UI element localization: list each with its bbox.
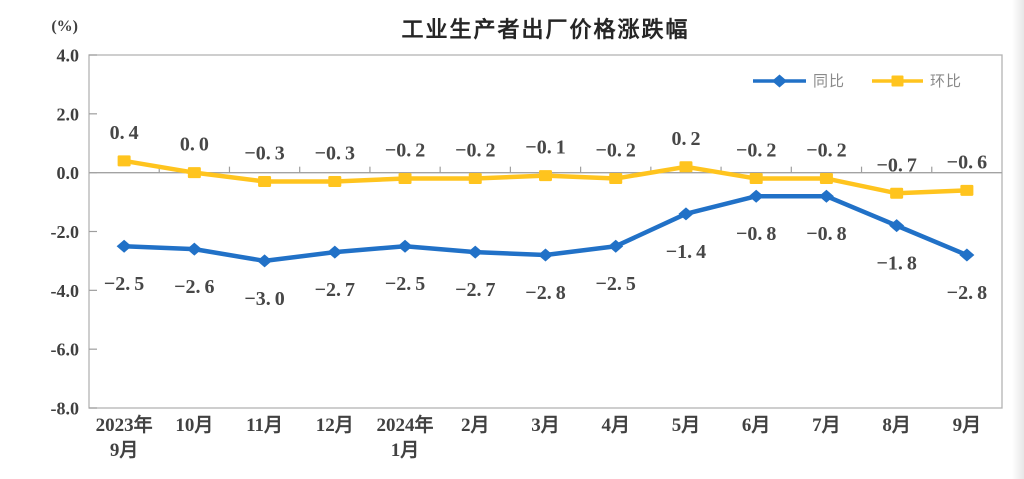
diamond-marker — [818, 189, 834, 203]
y-tick-label: -6.0 — [51, 340, 80, 360]
data-label: −0. 2 — [455, 140, 495, 162]
square-marker — [539, 170, 552, 182]
diamond-marker — [748, 189, 764, 203]
data-label: −2. 7 — [315, 279, 355, 301]
data-label: −2. 7 — [455, 279, 495, 301]
x-axis-label: 6月 — [742, 415, 771, 436]
x-axis-label: 4月 — [601, 415, 630, 436]
legend-label-mom: 环比 — [930, 73, 963, 90]
x-axis-label: 7月 — [812, 415, 841, 436]
diamond-marker — [257, 254, 273, 268]
x-axis-label: 2月 — [461, 415, 490, 436]
x-axis-label: 2024年 1月 — [377, 413, 434, 461]
square-marker — [398, 173, 412, 185]
square-marker — [819, 173, 833, 185]
data-label: −2. 5 — [385, 273, 425, 295]
data-label: −2. 5 — [596, 273, 636, 295]
square-marker — [609, 173, 623, 185]
square-marker — [749, 173, 763, 185]
diamond-marker — [467, 245, 483, 259]
square-marker — [117, 155, 131, 167]
diamond-marker — [608, 239, 624, 253]
data-label: −0. 6 — [947, 151, 987, 173]
x-axis-label: 9月 — [953, 415, 982, 436]
data-label: −2. 8 — [525, 282, 565, 304]
x-axis-label: 5月 — [672, 415, 701, 436]
y-tick-label: 2.0 — [57, 104, 80, 124]
square-marker — [679, 161, 693, 173]
y-tick-label: -8.0 — [51, 399, 80, 419]
x-axis-label: 10月 — [175, 415, 213, 436]
diamond-marker — [678, 207, 694, 221]
square-marker — [960, 184, 974, 196]
data-label: −0. 2 — [385, 140, 425, 162]
x-axis-label: 12月 — [316, 415, 354, 436]
square-marker — [328, 175, 342, 187]
diamond-marker — [959, 248, 975, 262]
plot-border — [88, 54, 1003, 409]
diamond-marker — [327, 245, 343, 259]
legend: 同比 环比 — [752, 70, 962, 91]
y-tick-label: -4.0 — [51, 281, 80, 301]
square-marker — [258, 175, 272, 187]
data-label: −0. 1 — [525, 137, 565, 159]
diamond-marker — [397, 239, 413, 253]
x-axis-label: 8月 — [882, 415, 911, 436]
y-tick-label: 4.0 — [57, 46, 80, 66]
x-axis-label: 11月 — [246, 415, 283, 436]
data-label: −2. 5 — [104, 273, 144, 295]
data-label: −1. 8 — [876, 253, 916, 275]
legend-label-yoy: 同比 — [813, 73, 846, 90]
data-label: 0. 2 — [671, 128, 700, 150]
square-marker — [187, 167, 201, 179]
data-label: −0. 2 — [596, 140, 636, 162]
data-label: −1. 4 — [666, 241, 706, 263]
data-label: −0. 2 — [806, 140, 846, 162]
data-label: −2. 6 — [174, 276, 214, 298]
legend-item-yoy: 同比 — [752, 70, 845, 91]
data-label: 0. 4 — [110, 122, 139, 144]
data-label: −3. 0 — [244, 288, 284, 310]
x-axis-label: 3月 — [531, 415, 560, 436]
data-label: −0. 3 — [244, 142, 284, 164]
chart-title: 工业生产者出厂价格涨跌幅 — [401, 17, 690, 42]
square-marker — [468, 173, 482, 185]
data-label: −2. 8 — [947, 282, 987, 304]
diamond-marker — [116, 239, 132, 253]
data-label: −0. 2 — [736, 140, 776, 162]
legend-item-mom: 环比 — [871, 70, 962, 91]
mom-line-square-icon — [871, 74, 924, 88]
diamond-marker — [538, 248, 553, 262]
square-marker — [890, 187, 904, 199]
data-label: −0. 7 — [876, 154, 916, 176]
data-label: −0. 8 — [736, 223, 776, 245]
diamond-marker — [186, 242, 202, 256]
y-tick-label: 0.0 — [57, 163, 80, 183]
data-label: −0. 3 — [315, 142, 355, 164]
data-label: −0. 8 — [806, 223, 846, 245]
x-axis-label: 2023年 9月 — [96, 413, 153, 461]
yoy-line-diamond-icon — [752, 74, 807, 88]
y-axis-unit-label: (%) — [51, 18, 78, 35]
diamond-marker — [889, 219, 905, 233]
data-label: 0. 0 — [180, 134, 209, 156]
y-tick-label: -2.0 — [51, 222, 80, 242]
